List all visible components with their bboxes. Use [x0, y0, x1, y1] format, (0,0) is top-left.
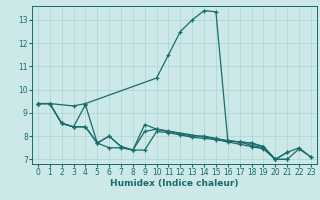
X-axis label: Humidex (Indice chaleur): Humidex (Indice chaleur)	[110, 179, 239, 188]
